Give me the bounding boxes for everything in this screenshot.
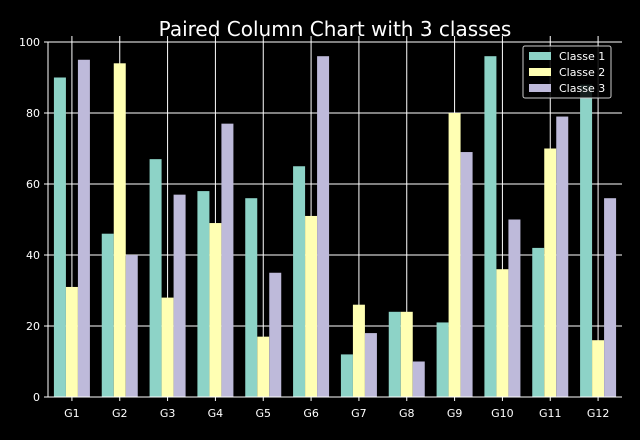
x-tick-label: G12 (587, 407, 610, 420)
bar-1-g11 (532, 247, 545, 397)
bar-2-g6 (305, 215, 318, 397)
y-tick-label: 20 (26, 320, 40, 333)
bar-1-g10 (484, 56, 497, 397)
x-tick-label: G11 (539, 407, 562, 420)
legend-label: Classe 3 (559, 82, 605, 95)
legend-swatch (529, 68, 551, 76)
bar-1-g9 (436, 322, 449, 397)
bar-1-g2 (101, 233, 114, 397)
legend-label: Classe 1 (559, 50, 605, 63)
bar-2-g10 (496, 269, 509, 397)
x-tick-label: G9 (447, 407, 463, 420)
bar-3-g11 (556, 116, 569, 398)
bar-1-g8 (388, 311, 401, 397)
legend-swatch (529, 52, 551, 60)
bar-3-g9 (460, 152, 473, 397)
x-tick-label: G7 (351, 407, 367, 420)
chart-title: Paired Column Chart with 3 classes (159, 17, 512, 41)
bar-3-g2 (125, 255, 138, 397)
legend-label: Classe 2 (559, 66, 605, 79)
bar-1-g5 (245, 198, 258, 397)
bar-3-g8 (412, 361, 425, 397)
bar-2-g5 (257, 336, 270, 397)
bar-3-g12 (604, 198, 617, 397)
axes-layer: 0 20 40 60 80 100 G1 G2 G3 G4 G5 G6 G7 G8 G9 G10 G11 G12 (19, 36, 622, 420)
x-tick-label: G10 (491, 407, 514, 420)
bar-2-g9 (448, 113, 461, 397)
bar-3-g4 (221, 123, 234, 398)
bar-1-g6 (293, 166, 306, 397)
x-tick-label: G5 (255, 407, 271, 420)
bar-2-g3 (161, 297, 174, 397)
x-tick-label: G2 (112, 407, 128, 420)
x-tick-label: G1 (64, 407, 80, 420)
x-tick-label: G4 (208, 407, 224, 420)
bar-3-g3 (173, 194, 186, 397)
bar-3-g10 (508, 219, 521, 397)
bar-2-g7 (352, 304, 365, 397)
bar-2-g1 (65, 286, 78, 397)
x-tick-label: G8 (399, 407, 415, 420)
bar-2-g2 (113, 63, 126, 398)
y-tick-label: 80 (26, 107, 40, 120)
x-tick-label: G3 (160, 407, 176, 420)
bar-1-g3 (149, 159, 162, 397)
legend-swatch (529, 84, 551, 92)
bar-3-g7 (364, 333, 377, 397)
bar-3-g1 (77, 59, 90, 397)
y-tick-label: 100 (19, 36, 40, 49)
bar-3-g6 (317, 56, 330, 397)
bar-3-g5 (269, 272, 282, 397)
bar-1-g4 (197, 191, 210, 397)
bar-1-g12 (580, 84, 593, 397)
bar-2-g12 (592, 340, 605, 397)
bar-1-g1 (53, 77, 66, 397)
y-tick-label: 60 (26, 178, 40, 191)
x-tick-label: G6 (303, 407, 319, 420)
bar-2-g8 (400, 311, 413, 397)
y-tick-label: 40 (26, 249, 40, 262)
bar-1-g7 (340, 354, 353, 397)
bar-2-g4 (209, 223, 222, 397)
bars-layer (53, 56, 617, 398)
bar-2-g11 (544, 148, 557, 397)
y-tick-label: 0 (33, 391, 40, 404)
legend: Classe 1 Classe 2 Classe 3 (522, 45, 612, 99)
